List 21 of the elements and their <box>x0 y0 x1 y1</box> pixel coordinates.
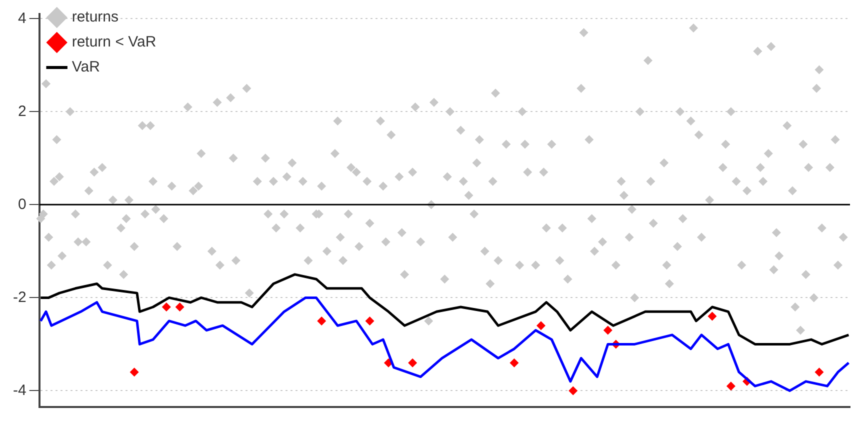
point <box>603 326 612 335</box>
point <box>317 316 326 326</box>
y-tick-label: -2 <box>12 288 26 306</box>
point <box>536 321 546 330</box>
point <box>726 382 736 391</box>
y-tick-label: 0 <box>18 196 26 213</box>
point <box>162 302 171 312</box>
y-tick-label: -4 <box>12 382 26 399</box>
point <box>408 358 418 368</box>
point <box>568 386 578 396</box>
legend-label: returns <box>72 8 119 26</box>
point <box>814 368 824 377</box>
point <box>708 312 717 321</box>
y-tick-label: 4 <box>18 10 26 27</box>
point <box>130 368 139 377</box>
legend-label: return < VaR <box>72 34 156 51</box>
y-tick-label: 2 <box>18 102 26 120</box>
legend-label: VaR <box>72 58 100 76</box>
point <box>510 358 519 368</box>
point <box>175 302 184 312</box>
point <box>365 316 374 326</box>
